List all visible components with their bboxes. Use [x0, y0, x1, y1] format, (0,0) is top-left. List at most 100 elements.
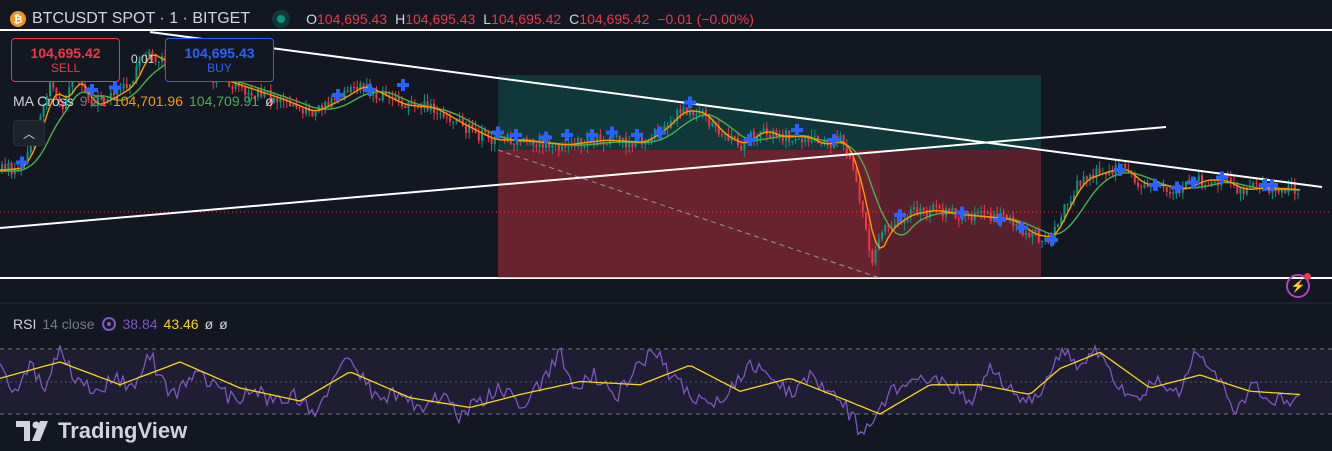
- symbol-header: ₿ BTCUSDT SPOT · 1 · BITGET O104,695.43 …: [10, 8, 754, 30]
- candle-body: [1060, 217, 1063, 225]
- candle-body: [957, 218, 960, 220]
- buy-signal-cross-icon: [956, 206, 968, 219]
- candle-body: [807, 138, 810, 142]
- ohlc-values: O104,695.43 H104,695.43 L104,695.42 C104…: [306, 11, 754, 27]
- candle-body: [1229, 177, 1232, 184]
- candle-body: [986, 212, 989, 214]
- candle-body: [305, 107, 307, 114]
- buy-signal-cross-icon: [994, 214, 1006, 226]
- candle-body: [295, 104, 298, 108]
- candle-body: [1079, 180, 1082, 186]
- candle-body: [666, 125, 669, 129]
- buy-signal-cross-icon: [492, 126, 504, 139]
- candle-body: [644, 143, 647, 145]
- rsi-legend[interactable]: RSI 14 close 38.84 43.46 ø ø: [13, 315, 228, 333]
- candle-body: [253, 95, 256, 98]
- market-status-icon[interactable]: [272, 10, 291, 28]
- ma-cross-legend[interactable]: MA Cross 9 21 104,701.96 104,709.91 ø: [13, 92, 274, 110]
- buy-signal-cross-icon: [1114, 164, 1126, 176]
- candle-body: [231, 86, 234, 89]
- candle-body: [1053, 226, 1056, 238]
- buy-signal-cross-icon: [109, 81, 121, 94]
- candle-body: [679, 109, 682, 114]
- candle-body: [1092, 174, 1095, 179]
- candle-body: [42, 105, 45, 117]
- candle-body: [93, 105, 96, 107]
- candle-body: [743, 139, 746, 151]
- candle-body: [599, 134, 602, 143]
- candle-body: [641, 136, 643, 145]
- candle-body: [241, 86, 243, 88]
- candle-body: [87, 91, 90, 100]
- candle-body: [333, 97, 336, 100]
- buy-signal-cross-icon: [364, 84, 376, 96]
- tradingview-logo-text: TradingView: [58, 418, 188, 443]
- candle-body: [1063, 204, 1066, 218]
- buy-signal-cross-icon: [86, 84, 98, 96]
- buy-signal-cross-icon: [586, 129, 598, 141]
- candle-body: [100, 97, 103, 99]
- candle-body: [273, 98, 275, 103]
- sell-button[interactable]: 104,695.42 SELL: [11, 38, 120, 82]
- candle-body: [81, 79, 83, 86]
- candle-body: [1025, 233, 1027, 235]
- candle-body: [753, 131, 755, 140]
- candle-body: [570, 144, 573, 147]
- bitcoin-icon[interactable]: ₿: [10, 11, 26, 27]
- order-quantity[interactable]: 0.01: [131, 52, 155, 66]
- candle-body: [343, 90, 346, 100]
- candle-body: [772, 130, 775, 139]
- candle-body: [346, 90, 349, 93]
- ohlc-open: O104,695.43: [306, 11, 388, 27]
- candle-body: [727, 133, 730, 141]
- candle-body: [122, 84, 125, 89]
- candle-body: [631, 142, 634, 147]
- symbol-title[interactable]: BTCUSDT SPOT · 1 · BITGET: [32, 10, 251, 27]
- candle-body: [471, 124, 474, 129]
- candle-body: [797, 139, 800, 141]
- candle-body: [922, 207, 925, 211]
- candle-body: [1028, 233, 1031, 238]
- data-source-icon[interactable]: [101, 316, 117, 332]
- candle-body: [1210, 182, 1213, 186]
- candle-body: [1213, 182, 1216, 184]
- candle-body: [881, 232, 883, 240]
- candle-body: [858, 181, 861, 201]
- candle-body: [1165, 187, 1168, 192]
- candle-body: [1181, 188, 1184, 193]
- trendline-descending[interactable]: [149, 31, 1323, 188]
- candle-body: [1095, 168, 1098, 179]
- candle-body: [257, 88, 259, 98]
- candle-body: [1066, 204, 1069, 206]
- buy-signal-cross-icon: [1171, 181, 1183, 194]
- trendline-ascending[interactable]: [0, 126, 1167, 229]
- candle-body: [682, 107, 685, 114]
- candle-body: [983, 211, 986, 213]
- candle-body: [314, 111, 317, 117]
- rsi-pane: [0, 343, 1332, 436]
- candle-body: [1281, 188, 1283, 193]
- candle-body: [397, 97, 400, 101]
- candle-body: [353, 86, 355, 88]
- candle-body: [49, 82, 51, 97]
- buy-button[interactable]: 104,695.43 BUY: [165, 38, 274, 82]
- rsi-extra-2: ø: [219, 316, 228, 332]
- candle-body: [29, 142, 32, 153]
- candle-body: [698, 111, 701, 114]
- ohlc-high: H104,695.43: [395, 11, 476, 27]
- alert-lightning-button[interactable]: ⚡: [1286, 273, 1311, 298]
- candle-body: [628, 142, 631, 148]
- buy-signal-cross-icon: [1016, 221, 1028, 234]
- buy-signal-cross-icon: [332, 89, 344, 101]
- candle-body: [913, 207, 915, 210]
- candle-series: [1, 42, 1299, 267]
- position-path-line: [497, 149, 881, 279]
- long-position-stop-zone[interactable]: [498, 150, 1041, 278]
- collapse-legend-button[interactable]: ︿: [13, 120, 45, 146]
- candle-body: [426, 101, 429, 111]
- candle-body: [580, 138, 583, 147]
- candle-body: [804, 138, 807, 143]
- candle-body: [349, 86, 352, 93]
- candle-body: [561, 143, 563, 151]
